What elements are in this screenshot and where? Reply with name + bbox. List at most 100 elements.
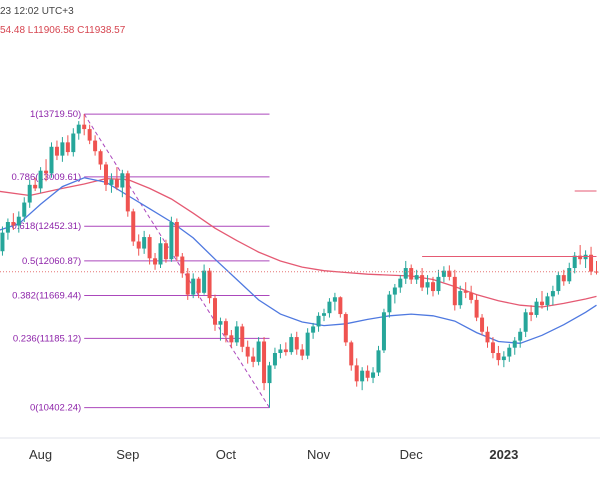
candle[interactable] xyxy=(387,291,392,318)
candle[interactable] xyxy=(76,121,81,140)
candle[interactable] xyxy=(104,161,108,192)
candle[interactable] xyxy=(311,322,316,339)
candle[interactable] xyxy=(529,305,534,322)
candle[interactable] xyxy=(16,211,21,233)
candle[interactable] xyxy=(294,331,299,355)
candle[interactable] xyxy=(114,167,119,191)
candle[interactable] xyxy=(420,268,425,292)
candle[interactable] xyxy=(589,246,594,276)
candle[interactable] xyxy=(409,264,414,284)
candle[interactable] xyxy=(60,137,65,162)
candle[interactable] xyxy=(545,292,550,311)
candle[interactable] xyxy=(213,294,217,331)
candle[interactable] xyxy=(251,347,256,368)
candle[interactable] xyxy=(556,271,561,295)
candle[interactable] xyxy=(207,268,212,304)
candle[interactable] xyxy=(436,269,441,295)
candle[interactable] xyxy=(561,269,566,286)
candle[interactable] xyxy=(180,252,185,278)
candle[interactable] xyxy=(240,323,245,353)
candle[interactable] xyxy=(147,234,152,265)
candle[interactable] xyxy=(349,340,354,371)
candle[interactable] xyxy=(54,140,59,161)
candle[interactable] xyxy=(153,252,158,270)
candle[interactable] xyxy=(496,345,501,366)
candle[interactable] xyxy=(332,292,337,311)
candle[interactable] xyxy=(523,308,528,338)
candle[interactable] xyxy=(300,344,305,361)
candle[interactable] xyxy=(98,149,103,170)
candle[interactable] xyxy=(136,234,141,256)
candle[interactable] xyxy=(578,245,583,265)
candle[interactable] xyxy=(185,268,190,300)
candle[interactable] xyxy=(196,276,201,299)
candle[interactable] xyxy=(583,250,588,269)
candle[interactable] xyxy=(403,260,408,284)
candle[interactable] xyxy=(305,328,310,360)
candle[interactable] xyxy=(289,333,294,355)
candle[interactable] xyxy=(229,329,234,348)
candle[interactable] xyxy=(22,197,27,223)
candle[interactable] xyxy=(71,128,76,157)
candle[interactable] xyxy=(33,177,38,192)
candle[interactable] xyxy=(163,239,168,263)
candle[interactable] xyxy=(262,337,267,391)
candle[interactable] xyxy=(371,367,376,384)
candle[interactable] xyxy=(109,173,114,193)
candle[interactable] xyxy=(267,361,272,408)
candle[interactable] xyxy=(343,312,348,346)
candle[interactable] xyxy=(501,351,506,368)
candle[interactable] xyxy=(594,260,599,275)
candle[interactable] xyxy=(202,264,207,295)
candle[interactable] xyxy=(218,317,223,341)
candle[interactable] xyxy=(82,114,87,136)
candle[interactable] xyxy=(550,285,555,306)
candle[interactable] xyxy=(191,273,196,299)
candle[interactable] xyxy=(11,213,16,230)
candle[interactable] xyxy=(360,367,365,391)
candle[interactable] xyxy=(414,269,419,284)
candle[interactable] xyxy=(283,342,288,356)
candle[interactable] xyxy=(458,285,463,309)
candle[interactable] xyxy=(65,135,70,156)
candle[interactable] xyxy=(447,265,452,281)
candle[interactable] xyxy=(392,283,397,304)
candle[interactable] xyxy=(158,237,163,269)
candle[interactable] xyxy=(376,345,381,377)
candle[interactable] xyxy=(452,269,457,311)
candle[interactable] xyxy=(169,216,174,262)
candle[interactable] xyxy=(272,347,277,369)
candle[interactable] xyxy=(469,285,474,304)
candle[interactable] xyxy=(485,326,490,348)
candle[interactable] xyxy=(441,266,446,283)
candle[interactable] xyxy=(381,308,386,353)
candle[interactable] xyxy=(316,312,321,332)
candle[interactable] xyxy=(322,308,326,322)
candle[interactable] xyxy=(5,218,10,240)
candle[interactable] xyxy=(425,275,430,295)
candle[interactable] xyxy=(431,276,435,297)
candle[interactable] xyxy=(44,159,49,182)
candle[interactable] xyxy=(120,169,125,198)
candle[interactable] xyxy=(27,179,32,208)
candle[interactable] xyxy=(567,262,572,284)
candle[interactable] xyxy=(278,344,283,359)
candle[interactable] xyxy=(87,124,92,145)
candle[interactable] xyxy=(131,208,136,246)
candle[interactable] xyxy=(49,142,54,178)
candle[interactable] xyxy=(463,282,468,299)
candle[interactable] xyxy=(365,365,370,382)
candle[interactable] xyxy=(38,167,43,193)
candle[interactable] xyxy=(338,296,343,318)
candle[interactable] xyxy=(0,226,5,256)
candle[interactable] xyxy=(245,340,250,364)
candle[interactable] xyxy=(507,344,512,362)
candle[interactable] xyxy=(572,252,577,274)
candle[interactable] xyxy=(540,291,544,309)
candle[interactable] xyxy=(512,337,517,355)
candle[interactable] xyxy=(256,337,261,366)
candle[interactable] xyxy=(125,170,130,217)
candle[interactable] xyxy=(398,275,403,293)
candle[interactable] xyxy=(534,298,539,318)
